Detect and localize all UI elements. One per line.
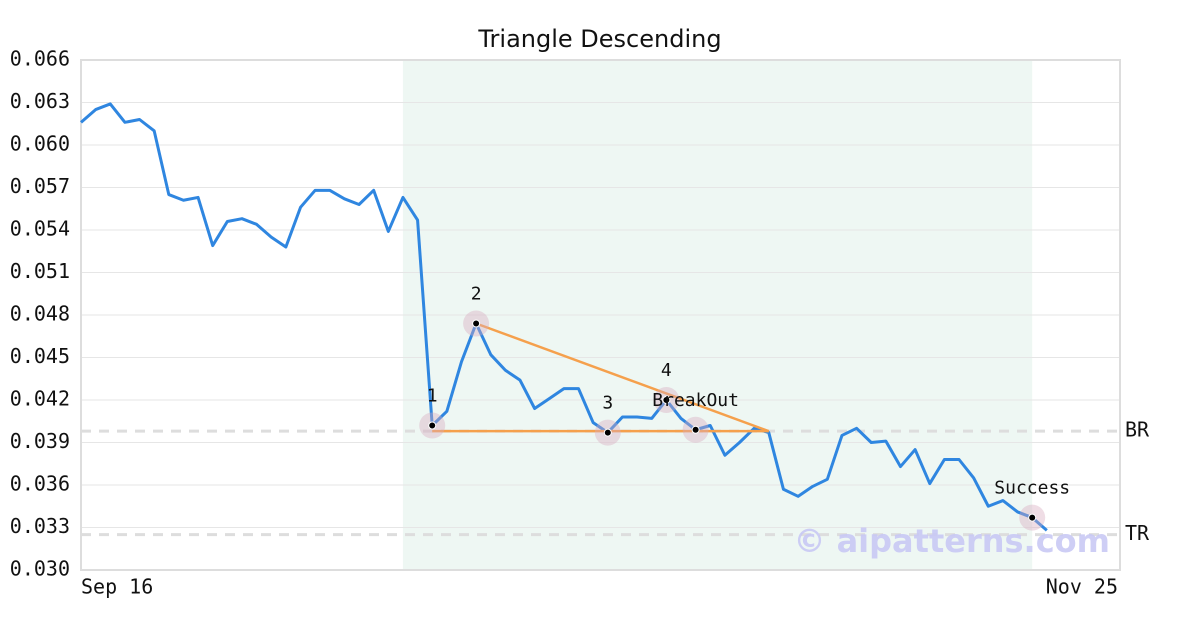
y-tick-label: 0.036 (10, 472, 70, 496)
pattern-line (475, 322, 770, 433)
watermark: © aipatterns.com (793, 522, 1110, 560)
y-tick-label: 0.042 (10, 387, 70, 411)
marker-label: 4 (661, 360, 672, 381)
y-tick-label: 0.063 (10, 89, 70, 113)
price-line (80, 102, 1048, 532)
y-tick-label: 0.030 (10, 557, 70, 581)
y-tick-label: 0.048 (10, 302, 70, 326)
marker-label: Success (994, 478, 1070, 499)
plot-frame (80, 59, 1121, 571)
y-tick-label: 0.066 (10, 47, 70, 71)
level-label: TR (1125, 521, 1150, 545)
marker-dot (691, 425, 700, 434)
y-tick-label: 0.054 (10, 217, 70, 241)
x-tick-label: Sep 16 (81, 575, 153, 599)
marker-dot (472, 319, 481, 328)
y-tick-label: 0.045 (10, 344, 70, 368)
marker-label: BreakOut (652, 390, 739, 411)
marker-dot (603, 428, 612, 437)
marker-dot (662, 396, 671, 404)
y-tick-label: 0.057 (10, 174, 70, 198)
marker-label: 1 (427, 386, 438, 407)
x-tick-label: Nov 25 (1046, 575, 1118, 599)
y-tick-label: 0.060 (10, 132, 70, 156)
marker-dot (1028, 513, 1037, 522)
marker-dot (428, 421, 437, 430)
marker-label: 2 (471, 284, 482, 305)
level-label: BR (1125, 418, 1150, 442)
chart-title: Triangle Descending (477, 25, 721, 53)
y-tick-label: 0.039 (10, 429, 70, 453)
y-tick-label: 0.033 (10, 514, 70, 538)
y-tick-label: 0.051 (10, 259, 70, 283)
marker-label: 3 (602, 393, 613, 414)
